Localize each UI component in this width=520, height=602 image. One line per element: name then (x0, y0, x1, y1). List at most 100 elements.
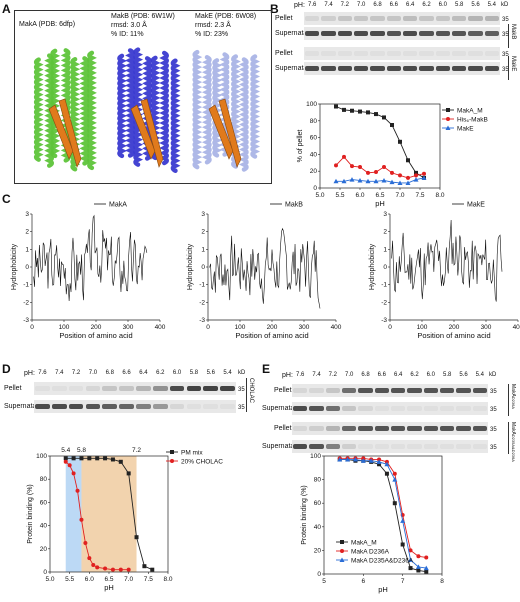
data-point (390, 170, 394, 175)
helix (33, 57, 44, 162)
helix (170, 58, 181, 173)
x-tick-label: 100 (235, 324, 246, 331)
gel-band (325, 388, 340, 393)
gel-band (358, 444, 373, 449)
data-point (342, 107, 346, 112)
data-point (381, 177, 387, 183)
gel-band (342, 406, 357, 411)
data-point (110, 457, 115, 462)
data-point (142, 564, 147, 569)
ph-label: 6.4 (393, 372, 403, 378)
y-tick-label: 2 (25, 229, 29, 236)
gel-band (293, 444, 308, 449)
gel-d-kd: kD (238, 370, 246, 376)
gel-band (484, 66, 499, 71)
gel-band (85, 404, 101, 409)
kd-marker: 35 (502, 67, 509, 73)
y-axis-label: Protein binding (%) (301, 485, 308, 545)
legend-label: 20% CHOLAC (181, 459, 223, 466)
gel-row-label: Supernatant (4, 403, 43, 410)
gel-band (354, 51, 369, 56)
gel-band (484, 31, 499, 36)
x-tick-label: 7.5 (144, 576, 153, 583)
ph-label: 7.4 (55, 370, 64, 376)
x-tick-label: 6.5 (375, 192, 384, 199)
kd-marker: 35 (238, 405, 245, 411)
gel-band (35, 386, 50, 391)
gel-row-label: Pellet (4, 385, 22, 392)
gel-lane-row (292, 440, 488, 453)
gel-band (370, 51, 385, 56)
ph-label: 6.8 (361, 372, 370, 378)
ph-label: 5.4 (475, 372, 484, 378)
gel-band (325, 444, 340, 449)
structure-title-make: MakE (PDB: 6W08) (195, 13, 257, 20)
gel-band (456, 406, 471, 411)
data-point (333, 178, 339, 184)
gel-row-label: Supernatant (262, 443, 301, 450)
gel-band (456, 426, 471, 431)
legend-label: MakE (457, 126, 474, 133)
data-point (95, 456, 100, 461)
x-tick-label: 6.0 (85, 576, 94, 583)
gel-lane-row (292, 384, 488, 397)
x-tick-label: 0 (206, 324, 210, 331)
helix (87, 50, 97, 171)
data-point (337, 457, 343, 462)
data-point (334, 163, 338, 168)
gel-band (386, 31, 401, 36)
gel-band (102, 386, 118, 391)
ph-label: 5.6 (459, 372, 468, 378)
gel-band (325, 426, 340, 431)
data-point (397, 180, 403, 185)
ph-label: 6.0 (426, 372, 435, 378)
gel-lane-row (292, 402, 488, 415)
gel-band (309, 388, 324, 393)
data-point (150, 567, 155, 572)
ph-label: 5.8 (189, 370, 199, 376)
y-tick-label: -3 (199, 317, 205, 324)
data-point (408, 566, 413, 571)
y-tick-label: 0 (313, 185, 317, 192)
data-point (118, 567, 123, 572)
data-point (373, 178, 379, 184)
hydrophobicity-trace (391, 220, 503, 302)
y-tick-label: 100 (310, 453, 321, 460)
gel-band (305, 31, 320, 36)
gel-band (472, 444, 487, 449)
gel-e-ph-labels: 7.6 7.4 7.2 7.0 6.8 6.6 6.4 6.2 6.0 5.8 5.6 5.4 (292, 372, 488, 382)
ph-label: 6.6 (122, 370, 131, 376)
data-point (414, 170, 418, 175)
data-point (360, 458, 366, 463)
helix (192, 49, 203, 170)
gel-band (85, 386, 101, 391)
data-point (366, 170, 370, 175)
x-tick-label: 7.5 (415, 192, 424, 199)
gel-band (220, 404, 235, 409)
ph-label: 5.4 (487, 2, 496, 8)
x-tick-label: 100 (417, 324, 428, 331)
y-tick-label: 3 (25, 211, 29, 218)
gel-band (391, 426, 406, 431)
gel-band (386, 66, 401, 71)
gel-band (391, 388, 406, 393)
gel-band (325, 406, 340, 411)
structure-rmsd-make: rmsd: 2.3 Å (195, 22, 231, 29)
gel-band (374, 388, 389, 393)
legend-label: MakA_M (351, 540, 377, 547)
gel-band (403, 51, 418, 56)
data-point (334, 104, 338, 109)
helix (250, 54, 261, 159)
x-tick-label: 200 (91, 324, 102, 331)
data-point (357, 177, 363, 183)
data-point (340, 549, 344, 553)
gel-band (468, 16, 483, 21)
structure-id-make: % ID: 23% (195, 31, 229, 38)
y-axis-label: % of pellet (297, 130, 304, 163)
structure-title-makb: MakB (PDB: 6W1W) (111, 13, 175, 20)
legend-label: MakA D235A&D236A (351, 558, 414, 565)
gel-band (68, 386, 84, 391)
gel-group-label: MakAD235A&D236A (508, 422, 516, 462)
ph-label: 6.2 (422, 2, 431, 8)
